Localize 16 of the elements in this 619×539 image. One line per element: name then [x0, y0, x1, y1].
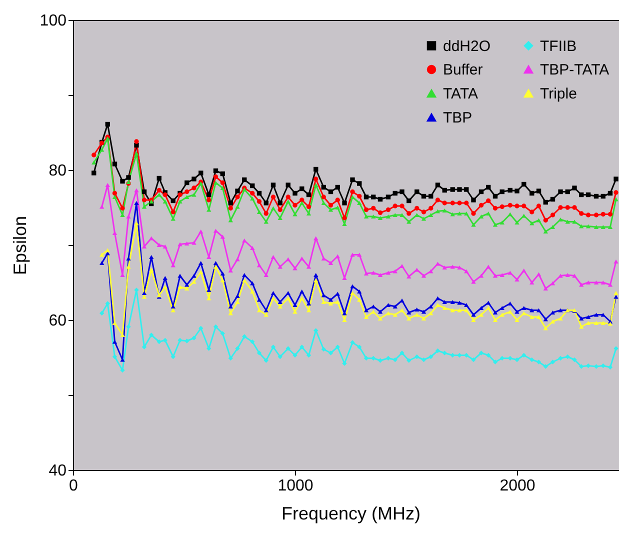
x-tick-label: 1000 — [278, 478, 314, 494]
y-tick-label: 60 — [48, 312, 67, 330]
legend-label: Buffer — [443, 62, 483, 78]
legend-label: TATA — [443, 86, 478, 102]
y-axis-title: Epsilon — [10, 216, 30, 276]
legend-label: TFIIB — [540, 38, 577, 55]
x-axis-title: Frequency (MHz) — [281, 504, 421, 524]
legend-label: TBP-TATA — [540, 62, 610, 78]
legend-label: TBP — [443, 110, 472, 126]
x-tick-label: 0 — [69, 478, 78, 494]
y-tick-label: 40 — [48, 462, 67, 480]
y-tick-label: 80 — [48, 162, 67, 180]
legend-label: ddH2O — [443, 38, 491, 55]
y-tick-label: 100 — [40, 12, 67, 30]
legend-label: Triple — [540, 86, 577, 102]
x-tick-label: 2000 — [500, 478, 536, 494]
